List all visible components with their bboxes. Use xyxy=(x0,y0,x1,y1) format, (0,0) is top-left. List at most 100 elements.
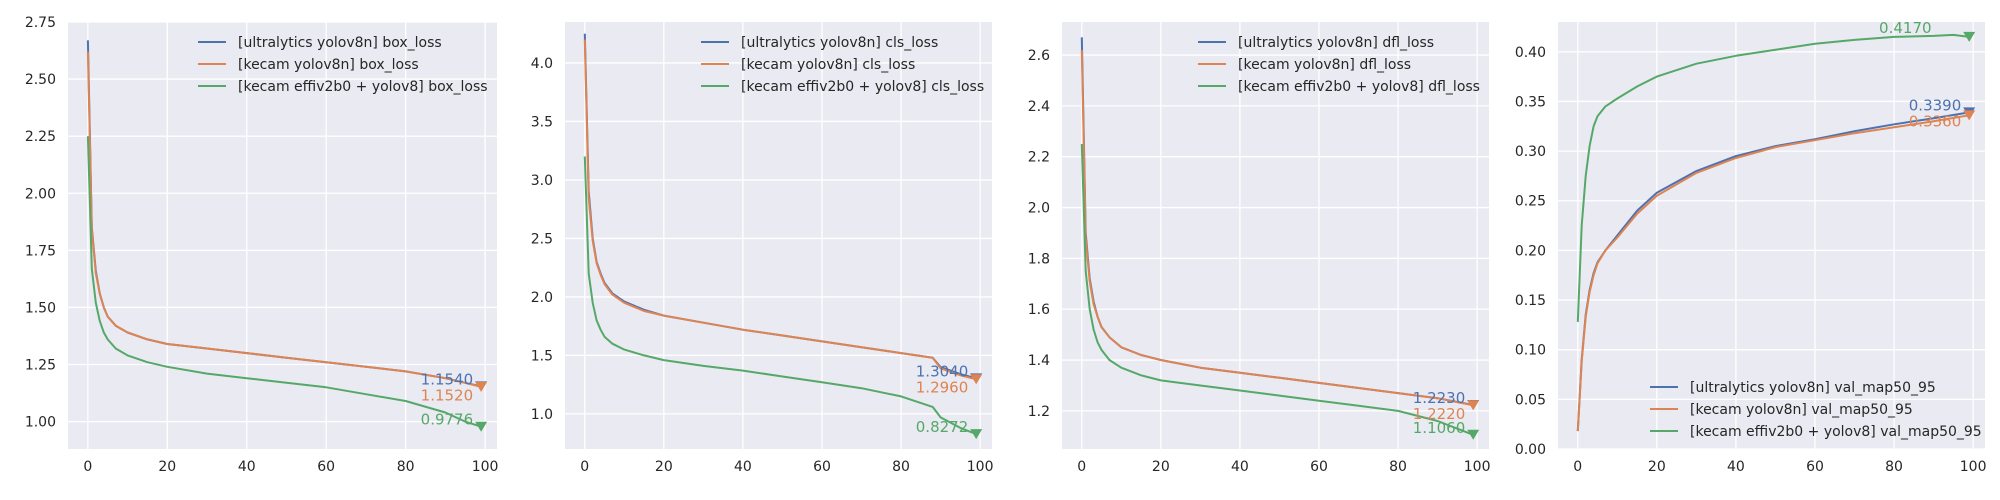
y-tick-label: 1.5 xyxy=(531,348,553,364)
x-tick-label: 100 xyxy=(967,459,994,475)
x-tick-label: 20 xyxy=(655,459,673,475)
x-tick-label: 20 xyxy=(158,459,176,475)
final-value-label: 0.3360 xyxy=(1909,112,1962,130)
plot-background xyxy=(1558,22,1985,449)
x-tick-label: 0 xyxy=(1573,459,1582,475)
x-tick-label: 60 xyxy=(813,459,831,475)
x-tick-label: 80 xyxy=(1885,459,1903,475)
series-line-orange xyxy=(583,39,977,381)
y-tick-label: 1.4 xyxy=(1028,353,1050,369)
y-tick-label: 0.05 xyxy=(1515,392,1546,408)
x-tick-label: 0 xyxy=(1077,459,1086,475)
final-value-label: 0.4170 xyxy=(1879,19,1932,37)
y-tick-label: 1.2 xyxy=(1028,404,1050,420)
final-value-label: 0.8272 xyxy=(916,418,969,436)
legend-entry: [kecam yolov8n] val_map50_95 xyxy=(1690,402,1913,418)
legend-entry: [kecam yolov8n] dfl_loss xyxy=(1238,57,1411,73)
y-tick-label: 0.15 xyxy=(1515,293,1546,309)
legend-entry: [ultralytics yolov8n] cls_loss xyxy=(741,35,938,51)
y-tick-label: 0.25 xyxy=(1515,194,1546,210)
series-line-green xyxy=(583,156,977,436)
final-value-label: 0.9776 xyxy=(421,411,474,429)
legend-entry: [ultralytics yolov8n] box_loss xyxy=(238,35,442,51)
final-value-label: 1.1540 xyxy=(421,370,474,388)
series-end-marker xyxy=(970,429,983,440)
series-end-marker xyxy=(1963,31,1976,42)
series-line-orange xyxy=(1576,114,1970,432)
legend-entry: [kecam yolov8n] box_loss xyxy=(238,57,419,73)
y-tick-label: 2.5 xyxy=(531,231,553,247)
legend-entry: [ultralytics yolov8n] dfl_loss xyxy=(1238,35,1434,51)
y-tick-label: 1.0 xyxy=(531,407,553,423)
x-tick-label: 20 xyxy=(1152,459,1170,475)
y-tick-label: 2.2 xyxy=(1028,150,1050,166)
legend: [ultralytics yolov8n] val_map50_95 [kecam… xyxy=(1650,380,1982,440)
series-end-marker xyxy=(1963,110,1976,121)
y-tick-label: 2.6 xyxy=(1028,48,1050,64)
final-value-label: 1.3040 xyxy=(916,362,969,380)
final-value-label: 1.2230 xyxy=(1413,389,1466,407)
x-tick-label: 80 xyxy=(892,459,910,475)
y-tick-label: 0.10 xyxy=(1515,343,1546,359)
y-tick-label: 1.25 xyxy=(25,358,56,374)
x-tick-label: 80 xyxy=(1389,459,1407,475)
y-tick-label: 0.40 xyxy=(1515,45,1546,61)
y-tick-label: 1.75 xyxy=(25,243,56,259)
y-tick-label: 2.50 xyxy=(25,72,56,88)
final-value-label: 1.2960 xyxy=(916,378,969,396)
chart-panel-1: 0 20 40 60 80 100 1.00 1.25 1.50 1.75 2.00 2.25 2.50… xyxy=(25,15,499,475)
legend-entry: [kecam yolov8n] cls_loss xyxy=(741,57,915,73)
x-tick-label: 20 xyxy=(1648,459,1666,475)
y-tick-label: 1.6 xyxy=(1028,302,1050,318)
x-tick-label: 40 xyxy=(1231,459,1249,475)
y-tick-label: 0.35 xyxy=(1515,94,1546,110)
y-tick-label: 2.25 xyxy=(25,129,56,145)
plot-background xyxy=(68,22,497,449)
x-tick-label: 80 xyxy=(397,459,415,475)
y-tick-label: 2.00 xyxy=(25,186,56,202)
series-end-marker xyxy=(475,421,488,432)
chart-panel-3: 0 20 40 60 80 100 1.2 1.4 1.6 1.8 2.0 2.2 2.4 2.6 1.22… xyxy=(1028,22,1491,475)
chart-panel-2: 0 20 40 60 80 100 1.0 1.5 2.0 2.5 3.0 3.5 4.0 1.30401… xyxy=(531,22,994,475)
plot-background xyxy=(565,22,992,449)
series-line-green xyxy=(86,136,482,428)
legend: [ultralytics yolov8n] box_loss [kecam yol… xyxy=(198,35,488,95)
y-tick-label: 0.20 xyxy=(1515,243,1546,259)
series-line-orange xyxy=(86,51,482,388)
legend: [ultralytics yolov8n] dfl_loss [kecam yol… xyxy=(1198,35,1480,95)
chart-panel-4: 0 20 40 60 80 100 0.00 0.05 0.10 0.15 0.20 0.25 0.30… xyxy=(1515,19,1987,475)
x-tick-label: 0 xyxy=(83,459,92,475)
x-tick-label: 40 xyxy=(1727,459,1745,475)
y-tick-label: 1.00 xyxy=(25,415,56,431)
x-tick-label: 60 xyxy=(317,459,335,475)
y-tick-label: 0.00 xyxy=(1515,442,1546,458)
x-tick-label: 40 xyxy=(238,459,256,475)
legend-entry: [kecam effiv2b0 + yolov8] cls_loss xyxy=(741,79,984,95)
legend-entry: [ultralytics yolov8n] val_map50_95 xyxy=(1690,380,1936,396)
x-tick-label: 100 xyxy=(472,459,499,475)
x-tick-label: 100 xyxy=(1960,459,1987,475)
y-tick-label: 2.0 xyxy=(1028,201,1050,217)
x-tick-label: 40 xyxy=(734,459,752,475)
series-end-marker xyxy=(1467,400,1480,411)
final-value-label: 0.3390 xyxy=(1909,96,1962,114)
series-line-green xyxy=(1576,33,1970,322)
y-tick-label: 1.8 xyxy=(1028,251,1050,267)
final-value-label: 1.2220 xyxy=(1413,405,1466,423)
final-value-label: 1.1520 xyxy=(421,386,474,404)
series-end-marker xyxy=(475,381,488,392)
y-tick-label: 2.75 xyxy=(25,15,56,31)
y-tick-label: 4.0 xyxy=(531,56,553,72)
series-end-marker xyxy=(970,374,983,385)
y-tick-label: 2.0 xyxy=(531,290,553,306)
y-tick-label: 3.0 xyxy=(531,173,553,189)
legend-entry: [kecam effiv2b0 + yolov8] box_loss xyxy=(238,79,488,95)
x-tick-label: 100 xyxy=(1464,459,1491,475)
series-line-green xyxy=(1080,143,1474,436)
y-tick-label: 2.4 xyxy=(1028,99,1050,115)
y-tick-label: 0.30 xyxy=(1515,144,1546,160)
x-tick-label: 0 xyxy=(580,459,589,475)
legend-entry: [kecam effiv2b0 + yolov8] dfl_loss xyxy=(1238,79,1480,95)
x-tick-label: 60 xyxy=(1310,459,1328,475)
